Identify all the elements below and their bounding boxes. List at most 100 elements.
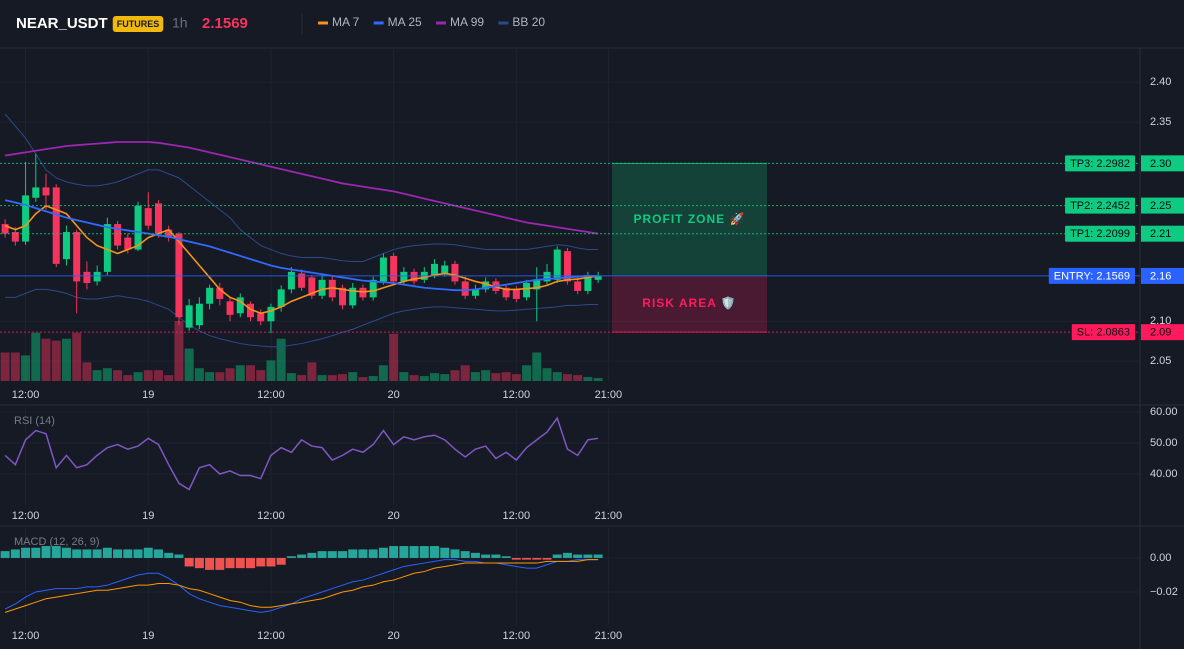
candle-body [533, 279, 541, 290]
volume-bar [245, 365, 255, 381]
volume-bar [297, 375, 307, 381]
candle-body [32, 187, 40, 198]
volume-bar [573, 375, 583, 381]
moving-average [4, 199, 599, 292]
candle-body [451, 263, 459, 282]
candle-body [93, 271, 101, 282]
level-badge-bg [1048, 267, 1135, 284]
histogram-bar [297, 554, 307, 558]
volume-bar [307, 362, 317, 381]
y-tick-label: 2.40 [1150, 76, 1171, 88]
candle-body [563, 251, 571, 282]
axis-badge-bg [1141, 267, 1184, 284]
candle-body [400, 271, 408, 282]
candle-body [134, 205, 142, 250]
candle-body [195, 303, 203, 326]
histogram-bar [245, 557, 255, 569]
x-tick-label: 12:00 [257, 389, 285, 401]
volume-bar [511, 374, 521, 381]
histogram-bar [215, 557, 225, 570]
histogram-bar [542, 557, 552, 560]
histogram-bar [72, 549, 82, 558]
histogram-bar [573, 554, 583, 558]
axis-badge-bg [1141, 197, 1184, 214]
volume-bar [51, 340, 61, 381]
axis-badge-label: 2.21 [1150, 228, 1171, 240]
y-tick-label: 2.05 [1150, 355, 1171, 367]
volume-bar [593, 378, 603, 381]
volume-bar [358, 377, 368, 381]
legend-label: MA 99 [450, 15, 484, 29]
histogram-bar [82, 549, 92, 558]
histogram-bar [399, 546, 409, 558]
volume-bar [21, 355, 31, 381]
histogram-bar [470, 552, 480, 558]
x-tick-label: 12:00 [12, 510, 40, 522]
volume-bar [368, 376, 378, 381]
volume-bar [143, 370, 153, 381]
level-badge-bg [1065, 225, 1135, 242]
volume-bar [113, 370, 123, 381]
axis-badge-label: 2.25 [1150, 200, 1171, 212]
volume-bar [409, 375, 419, 381]
volume-bar [10, 352, 20, 381]
volume-bar [450, 370, 460, 381]
candle-body [584, 275, 592, 291]
histogram-bar [266, 557, 276, 567]
volume-bar [440, 374, 450, 381]
candle-body [83, 271, 91, 284]
histogram-bar [583, 554, 593, 558]
volume-bar [348, 372, 358, 381]
candle-body [482, 281, 490, 290]
candle-body [144, 208, 152, 226]
volume-bar [430, 373, 440, 381]
candle-body [287, 271, 295, 290]
volume-bar [532, 352, 542, 381]
histogram-bar [409, 546, 419, 558]
zone-label: PROFIT ZONE 🚀 [634, 212, 746, 226]
indicator-line [4, 559, 599, 613]
volume-bar [522, 365, 532, 381]
volume-bar [266, 360, 276, 381]
candle-body [52, 187, 60, 264]
volume-bar [419, 376, 429, 381]
volume-bar [583, 377, 593, 381]
candle-body [277, 289, 285, 307]
legend-label: BB 20 [512, 15, 545, 29]
level-label: TP1: 2.2099 [1070, 228, 1130, 240]
volume-bar [102, 368, 112, 381]
level-badge-bg [1065, 155, 1135, 172]
x-tick-label: 12:00 [12, 389, 40, 401]
y-tick-label: 60.00 [1150, 406, 1178, 418]
zone [612, 275, 767, 333]
level-badge: SL: 2.0863 2.09 [1071, 324, 1184, 341]
candle-body [298, 273, 306, 288]
histogram-bar [194, 557, 204, 569]
level-label: TP3: 2.2982 [1070, 158, 1130, 170]
candle-body [103, 224, 111, 272]
candle-body [523, 283, 531, 298]
axis-badge-label: 2.16 [1150, 270, 1171, 282]
histogram-bar [92, 549, 102, 558]
candle-body [318, 279, 326, 296]
volume-bar [552, 372, 562, 381]
candle-body [236, 297, 244, 314]
volume-bar [501, 372, 511, 381]
candle-body [124, 237, 132, 250]
histogram-bar [123, 549, 133, 558]
histogram-bar [102, 547, 112, 558]
candle-body [216, 287, 224, 299]
histogram-bar [51, 546, 61, 558]
y-tick-label: 40.00 [1150, 468, 1178, 480]
histogram-bar [562, 552, 572, 558]
x-tick-label: 12:00 [503, 630, 531, 642]
zone [612, 163, 767, 276]
histogram-bar [235, 557, 245, 569]
volume-bar [562, 374, 572, 381]
moving-average [4, 204, 599, 315]
candle-body [594, 275, 602, 280]
level-badge: TP2: 2.2452 2.25 [1065, 197, 1184, 214]
indicator-line [4, 416, 599, 491]
histogram-bar [419, 546, 429, 558]
y-tick-label: 50.00 [1150, 437, 1178, 449]
